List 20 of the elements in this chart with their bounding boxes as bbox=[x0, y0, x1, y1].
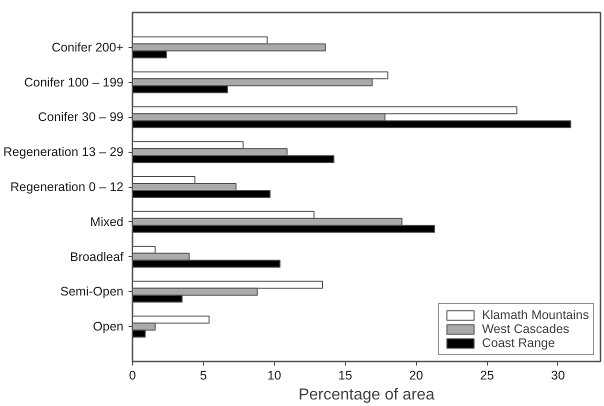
y-tick-label: Semi-Open bbox=[60, 284, 124, 299]
y-tick-label: Conifer 200+ bbox=[52, 40, 124, 54]
y-tick-label: Conifer 30 – 99 bbox=[38, 110, 124, 124]
x-tick-label: 25 bbox=[480, 368, 494, 382]
legend-label: Klamath Mountains bbox=[482, 308, 589, 322]
x-tick-label: 30 bbox=[551, 368, 565, 382]
legend-label: West Cascades bbox=[482, 322, 570, 336]
y-tick-label: Open bbox=[92, 320, 124, 334]
y-tick-label: Regeneration 0 – 12 bbox=[10, 180, 124, 194]
x-tick-label: 10 bbox=[267, 368, 282, 382]
y-tick-label: Broadleaf bbox=[70, 250, 124, 264]
x-tick-label: 5 bbox=[200, 368, 207, 382]
x-tick-label: 15 bbox=[338, 368, 352, 382]
y-tick-label: Mixed bbox=[90, 214, 124, 229]
y-tick-label: Conifer 100 – 199 bbox=[24, 75, 124, 90]
x-tick-label: 20 bbox=[409, 368, 424, 382]
y-tick-label: Regeneration 13 – 29 bbox=[3, 145, 124, 160]
legend-label: Coast Range bbox=[482, 336, 555, 350]
x-axis-title: Percentage of area bbox=[298, 386, 435, 404]
x-tick-label: 0 bbox=[129, 368, 136, 382]
